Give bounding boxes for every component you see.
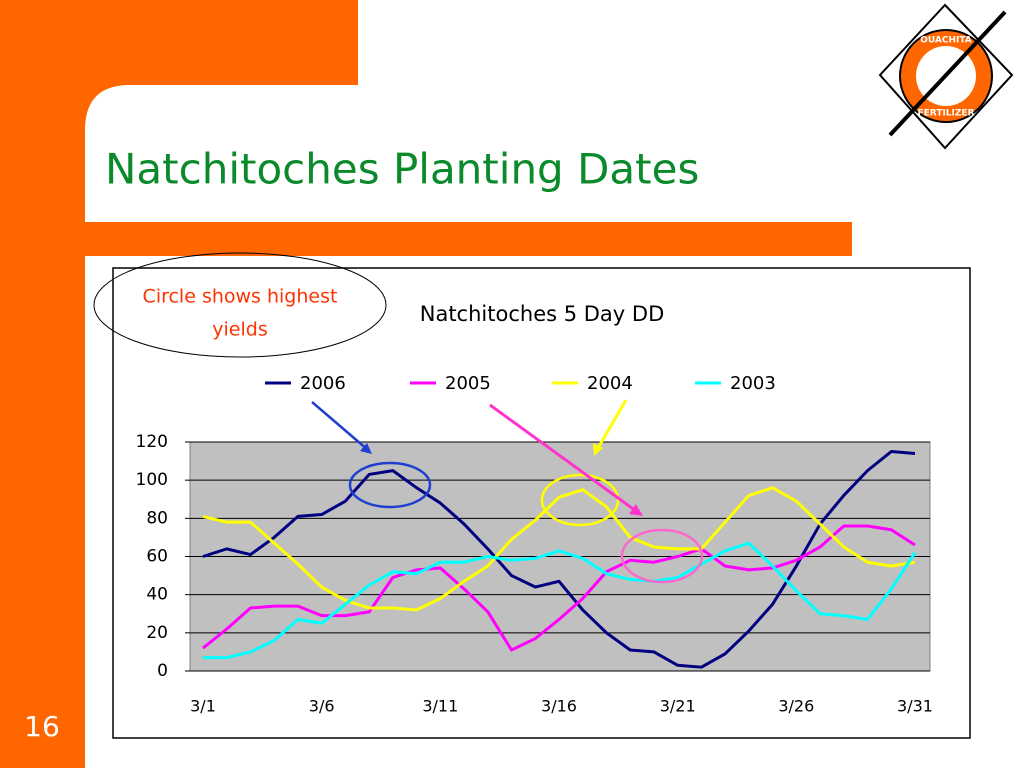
top-block	[85, 0, 358, 130]
y-tick-label: 80	[146, 508, 168, 528]
y-tick-label: 60	[146, 547, 168, 567]
arrow-head	[593, 443, 603, 456]
x-tick-label: 3/11	[422, 697, 458, 716]
annotation-text: Circle shows highest	[143, 286, 338, 308]
highlight-circle	[348, 461, 432, 509]
x-tick-label: 3/26	[778, 697, 814, 716]
arrow	[489, 403, 637, 513]
left-band	[0, 0, 85, 768]
annotation-text: yields	[212, 319, 267, 341]
series-line	[203, 541, 917, 660]
chart-title: Natchitoches 5 Day DD	[420, 302, 665, 326]
slide-number: 16	[24, 710, 60, 743]
y-tick-label: 40	[146, 585, 168, 605]
y-tick-label: 100	[136, 470, 168, 490]
legend-label: 2004	[587, 373, 633, 394]
logo-text: OUACHITA	[920, 36, 972, 46]
stripe	[85, 222, 852, 256]
logo-arrow	[888, 10, 1007, 137]
x-tick-label: 3/6	[309, 697, 335, 716]
legend-label: 2005	[445, 373, 491, 394]
annotation-ellipse	[93, 252, 387, 358]
y-tick-label: 20	[146, 623, 168, 643]
series-line	[202, 524, 916, 652]
arrow	[311, 401, 369, 451]
arrow-head	[360, 443, 372, 454]
highlight-circle	[620, 528, 704, 584]
slide-title: Natchitoches Planting Dates	[105, 145, 699, 194]
logo-text: FERTILIZER	[918, 109, 975, 119]
legend-label: 2006	[300, 373, 346, 394]
x-tick-label: 3/1	[190, 697, 216, 716]
legend-label: 2003	[730, 373, 776, 394]
arrow-head	[629, 504, 643, 516]
y-tick-label: 120	[136, 432, 168, 452]
highlight-circle	[540, 473, 620, 527]
x-tick-label: 3/31	[897, 697, 933, 716]
series-line	[202, 486, 916, 612]
y-tick-label: 0	[157, 661, 168, 681]
annotations: Circle shows highest yields	[93, 252, 704, 584]
series-line	[202, 450, 916, 669]
logo: OUACHITA FERTILIZER	[878, 3, 1014, 150]
x-tick-label: 3/21	[660, 697, 696, 716]
arrow	[596, 399, 628, 449]
x-tick-label: 3/16	[541, 697, 577, 716]
